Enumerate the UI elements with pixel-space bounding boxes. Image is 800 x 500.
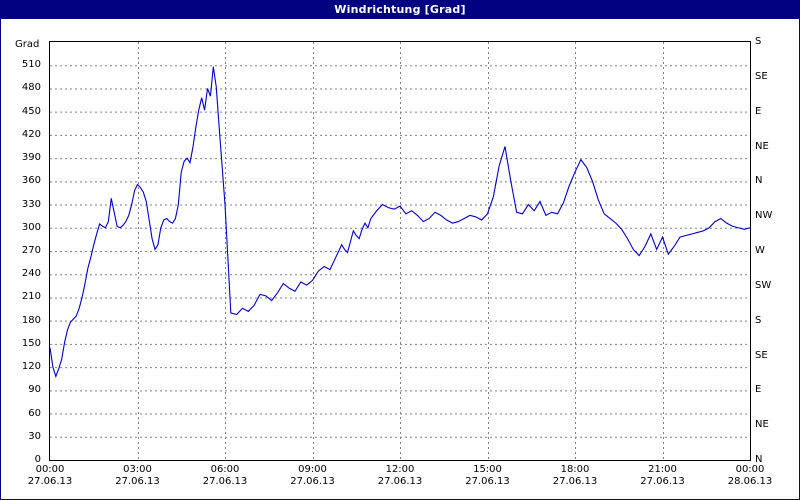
x-tick-date: 27.06.13 bbox=[290, 476, 335, 487]
x-tick-time: 12:00 bbox=[385, 464, 415, 475]
x-tick-time: 03:00 bbox=[123, 464, 152, 475]
y-tick-left-300: 300 bbox=[21, 221, 41, 233]
series-windrichtung bbox=[50, 66, 750, 379]
y-tick-right-NE-45: NE bbox=[755, 419, 769, 431]
x-tick-date: 27.06.13 bbox=[202, 476, 248, 487]
y-tick-right-E-90: E bbox=[755, 384, 762, 396]
y-tick-left-390: 390 bbox=[21, 152, 41, 164]
x-tick-3: 09:00 27.06.13 bbox=[283, 464, 343, 488]
window-title-bar: Windrichtung [Grad] bbox=[1, 1, 799, 19]
x-tick-time: 09:00 bbox=[298, 464, 327, 475]
y-tick-left-60: 60 bbox=[28, 407, 41, 419]
x-tick-date: 28.06.13 bbox=[727, 476, 773, 487]
y-tick-left-90: 90 bbox=[28, 384, 41, 396]
y-tick-right-S-540: S bbox=[755, 36, 762, 47]
y-tick-right-W-270: W bbox=[755, 245, 765, 256]
y-tick-left-180: 180 bbox=[21, 314, 41, 326]
x-tick-time: 06:00 bbox=[210, 464, 240, 475]
x-tick-date: 27.06.13 bbox=[27, 476, 73, 487]
y-tick-left-360: 360 bbox=[21, 175, 41, 187]
x-tick-time: 00:00 bbox=[735, 464, 765, 475]
window-title: Windrichtung [Grad] bbox=[334, 3, 466, 16]
plot-area bbox=[49, 41, 751, 461]
x-tick-4: 12:00 27.06.13 bbox=[370, 464, 430, 488]
x-tick-date: 27.06.13 bbox=[640, 476, 685, 487]
y-tick-left-330: 330 bbox=[21, 198, 41, 210]
x-tick-7: 21:00 27.06.13 bbox=[633, 464, 693, 488]
x-tick-date: 27.06.13 bbox=[552, 476, 598, 487]
x-tick-date: 27.06.13 bbox=[465, 476, 510, 487]
y-tick-right-E-450: E bbox=[755, 105, 762, 117]
y-tick-left-30: 30 bbox=[28, 430, 41, 442]
x-tick-8: 00:00 28.06.13 bbox=[720, 464, 780, 488]
x-tick-2: 06:00 27.06.13 bbox=[195, 464, 255, 488]
y-tick-right-SW-225: SW bbox=[755, 279, 772, 291]
x-tick-5: 15:00 27.06.13 bbox=[458, 464, 518, 488]
y-tick-left-510: 510 bbox=[21, 59, 41, 71]
y-tick-right-NE-405: NE bbox=[755, 140, 769, 152]
y-tick-left-270: 270 bbox=[21, 245, 41, 256]
x-tick-date: 27.06.13 bbox=[115, 476, 160, 487]
grid-lines bbox=[50, 42, 750, 460]
y-tick-left-0: 0 bbox=[34, 454, 41, 465]
y-tick-left-480: 480 bbox=[21, 82, 41, 94]
y-tick-right-SE-495: SE bbox=[755, 70, 768, 82]
x-tick-6: 18:00 27.06.13 bbox=[545, 464, 605, 488]
y-tick-right-S-180: S bbox=[755, 314, 762, 326]
y-tick-left-450: 450 bbox=[21, 105, 41, 117]
y-tick-right-N-0: N bbox=[755, 454, 763, 465]
x-tick-time: 21:00 bbox=[648, 464, 677, 475]
x-tick-1: 03:00 27.06.13 bbox=[108, 464, 168, 488]
y-tick-left-210: 210 bbox=[21, 291, 41, 303]
y-tick-left-240: 240 bbox=[21, 268, 41, 280]
x-tick-time: 18:00 bbox=[560, 464, 590, 475]
y-tick-right-N-360: N bbox=[755, 175, 763, 187]
y-axis-unit-label: Grad bbox=[15, 39, 40, 50]
y-tick-right-NW-315: NW bbox=[755, 210, 773, 222]
x-tick-date: 27.06.13 bbox=[377, 476, 423, 487]
y-tick-left-420: 420 bbox=[21, 128, 41, 140]
x-tick-time: 15:00 bbox=[473, 464, 502, 475]
y-tick-right-SE-135: SE bbox=[755, 349, 768, 361]
y-tick-left-150: 150 bbox=[21, 337, 41, 349]
x-tick-0: 00:00 27.06.13 bbox=[20, 464, 80, 488]
x-tick-time: 00:00 bbox=[35, 464, 65, 475]
y-tick-left-120: 120 bbox=[21, 361, 41, 373]
